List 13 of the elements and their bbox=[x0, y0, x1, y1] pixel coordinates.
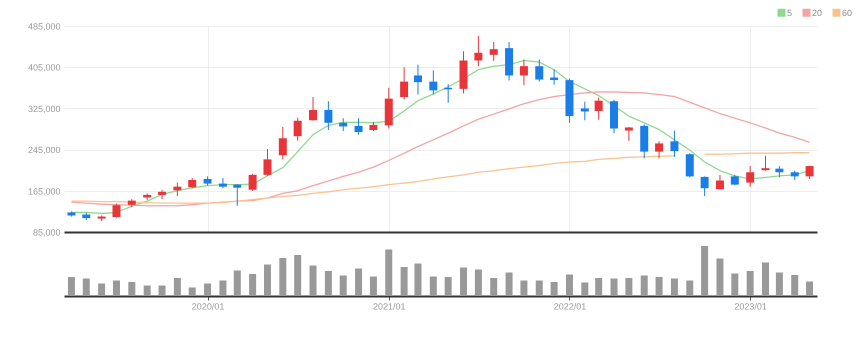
y-tick-label: 165,000 bbox=[28, 186, 60, 196]
x-tick-label: 2020/01 bbox=[192, 302, 224, 312]
legend-label: 5 bbox=[787, 8, 792, 18]
legend-label: 60 bbox=[842, 8, 852, 18]
x-tick-label: 2022/01 bbox=[554, 302, 586, 312]
y-tick-label: 85,000 bbox=[32, 228, 60, 238]
x-tick-label: 2023/01 bbox=[734, 302, 767, 312]
y-tick-label: 485,000 bbox=[28, 22, 60, 32]
legend-label: 20 bbox=[812, 8, 822, 18]
y-tick-label: 245,000 bbox=[28, 145, 60, 156]
x-tick-label: 2021/01 bbox=[372, 302, 406, 312]
y-tick-label: 325,000 bbox=[28, 104, 60, 114]
y-tick-label: 405,000 bbox=[28, 62, 60, 73]
